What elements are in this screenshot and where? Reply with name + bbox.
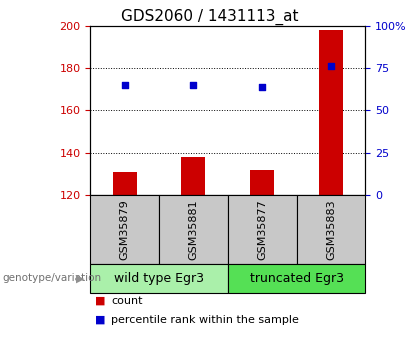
Text: percentile rank within the sample: percentile rank within the sample	[111, 315, 299, 325]
Text: GSM35881: GSM35881	[189, 199, 199, 260]
Text: truncated Egr3: truncated Egr3	[249, 272, 344, 285]
Text: GSM35879: GSM35879	[120, 199, 130, 260]
Point	[190, 82, 197, 88]
Text: ▶: ▶	[76, 273, 84, 283]
Text: GSM35883: GSM35883	[326, 199, 336, 260]
Bar	[319, 30, 343, 195]
Bar	[181, 157, 205, 195]
Text: count: count	[111, 296, 143, 306]
Bar	[250, 169, 274, 195]
Text: genotype/variation: genotype/variation	[2, 273, 101, 283]
Text: wild type Egr3: wild type Egr3	[114, 272, 204, 285]
Bar	[113, 172, 137, 195]
Text: GDS2060 / 1431113_at: GDS2060 / 1431113_at	[121, 9, 299, 25]
Point	[259, 85, 265, 90]
Point	[328, 63, 334, 69]
Text: ■: ■	[94, 315, 105, 325]
Point	[121, 82, 128, 88]
Text: ■: ■	[94, 296, 105, 306]
Text: GSM35877: GSM35877	[257, 199, 267, 260]
